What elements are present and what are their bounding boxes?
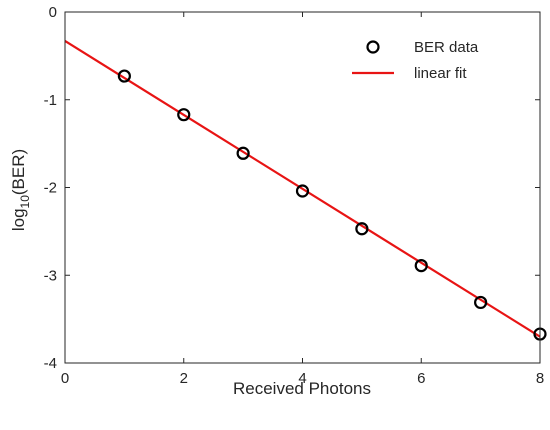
ber-data-point xyxy=(414,258,428,273)
legend: BER data linear fit xyxy=(352,39,479,82)
y-tick-label: 0 xyxy=(49,4,57,21)
x-tick-label: 8 xyxy=(536,370,544,387)
linear-fit-line xyxy=(64,40,541,338)
ber-data-point xyxy=(355,222,369,236)
y-tick-label: -3 xyxy=(44,267,57,284)
ber-data-point xyxy=(295,184,310,198)
y-tick-label: -4 xyxy=(44,355,57,372)
y-tick-label: -1 xyxy=(44,92,57,109)
x-tick-label: 2 xyxy=(180,370,188,387)
ber-data-point xyxy=(177,108,191,122)
y-tick-label: -2 xyxy=(44,180,57,197)
legend-label-linear-fit: linear fit xyxy=(414,65,467,82)
ber-data-point xyxy=(117,69,131,83)
y-axis-label-prefix: log xyxy=(9,208,28,231)
legend-label-ber-data: BER data xyxy=(414,39,479,56)
y-axis-label-suffix: (BER) xyxy=(9,149,28,195)
x-axis-label: Received Photons xyxy=(233,379,371,398)
x-tick-label: 4 xyxy=(298,370,306,387)
ber-data-point xyxy=(474,295,488,310)
series-layer xyxy=(64,40,547,341)
y-axis-label: log10(BER) xyxy=(9,149,32,231)
y-axis-label-subscript: 10 xyxy=(18,195,32,209)
plot-frame xyxy=(64,11,541,364)
ber-data-point xyxy=(236,146,250,160)
x-tick-label: 0 xyxy=(61,370,69,387)
legend-marker-ber-data xyxy=(366,40,380,54)
plot-area xyxy=(65,12,540,363)
x-tick-label: 6 xyxy=(417,370,425,387)
